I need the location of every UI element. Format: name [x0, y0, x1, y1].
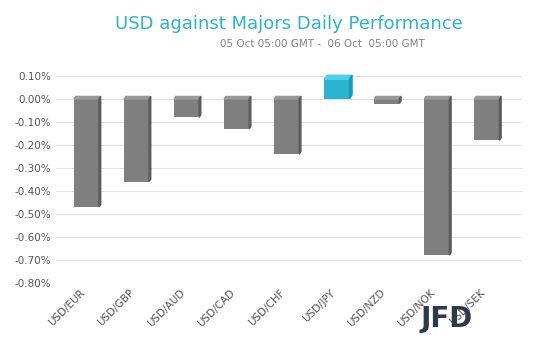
Polygon shape: [249, 97, 251, 129]
Polygon shape: [400, 97, 401, 104]
Polygon shape: [299, 97, 301, 154]
Polygon shape: [99, 97, 100, 207]
Text: 05 Oct 05:00 GMT -  06 Oct  05:00 GMT: 05 Oct 05:00 GMT - 06 Oct 05:00 GMT: [220, 39, 425, 49]
Polygon shape: [324, 75, 352, 79]
Polygon shape: [349, 75, 352, 99]
Polygon shape: [274, 97, 301, 99]
Title: USD against Majors Daily Performance: USD against Majors Daily Performance: [115, 15, 463, 33]
Bar: [124, 99, 149, 181]
Polygon shape: [174, 97, 201, 99]
Bar: [324, 79, 349, 99]
Polygon shape: [499, 97, 501, 140]
Bar: [374, 99, 400, 104]
Bar: [174, 99, 199, 117]
Polygon shape: [199, 97, 201, 117]
Polygon shape: [224, 97, 251, 99]
Polygon shape: [424, 97, 451, 99]
Bar: [224, 99, 249, 129]
Polygon shape: [149, 97, 151, 181]
Bar: [424, 99, 449, 255]
Polygon shape: [449, 97, 451, 255]
Polygon shape: [74, 97, 100, 99]
Bar: [74, 99, 99, 207]
Text: JFD: JFD: [420, 305, 473, 333]
Polygon shape: [124, 97, 151, 99]
Polygon shape: [374, 97, 401, 99]
Polygon shape: [475, 97, 501, 99]
Bar: [274, 99, 299, 154]
Bar: [475, 99, 499, 140]
